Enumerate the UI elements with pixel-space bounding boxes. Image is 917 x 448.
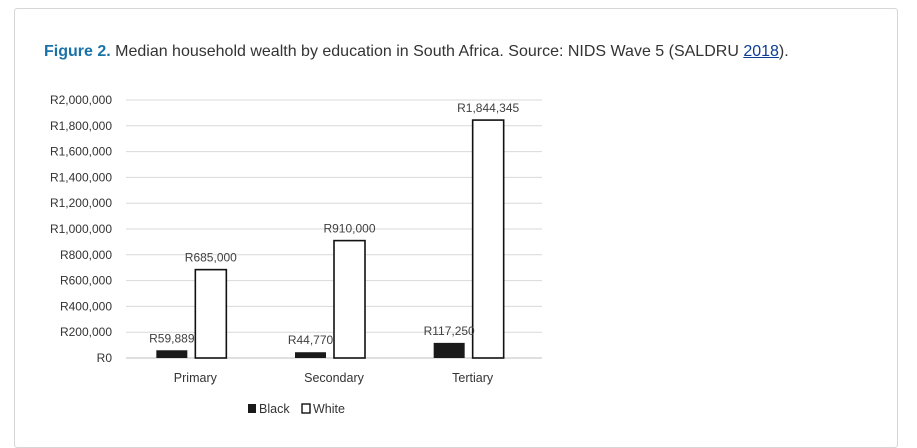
bars [156, 119, 505, 359]
bar-black-primary [156, 350, 188, 358]
legend-swatch-black [248, 404, 256, 413]
bar-black-tertiary [433, 342, 465, 358]
legend-swatch-white [301, 403, 311, 414]
data-label-white-tertiary: R1,844,345 [457, 101, 519, 115]
category-label: Secondary [304, 371, 365, 385]
data-label-white-primary: R685,000 [185, 251, 237, 265]
y-tick-label: R200,000 [60, 325, 112, 339]
legend: Black White [248, 402, 345, 416]
category-label: Primary [174, 371, 218, 385]
figure-label: Figure 2. [44, 43, 111, 60]
bar-white-primary [194, 268, 228, 359]
data-label-white-secondary: R910,000 [323, 222, 375, 236]
y-axis-tick-labels: R0 R200,000 R400,000 R600,000 R800,000 R1,000… [50, 93, 112, 365]
caption-suffix: ). [778, 43, 789, 60]
x-axis-category-labels: Primary Secondary Tertiary [174, 371, 494, 385]
y-tick-label: R800,000 [60, 248, 112, 262]
y-tick-label: R1,800,000 [50, 119, 112, 133]
legend-label-white: White [313, 402, 345, 416]
y-tick-label: R400,000 [60, 299, 112, 313]
figure-caption: Figure 2. Median household wealth by edu… [44, 43, 789, 61]
bar-chart: R0 R200,000 R400,000 R600,000 R800,000 R1,000… [50, 93, 542, 416]
bar-white-secondary [333, 239, 366, 359]
y-tick-label: R1,200,000 [50, 196, 112, 210]
y-tick-label: R1,000,000 [50, 222, 112, 236]
bar-black-secondary [295, 352, 326, 358]
bar-white-tertiary [471, 119, 505, 359]
caption-text: Median household wealth by education in … [110, 43, 744, 60]
data-label-black-primary: R59,889 [149, 331, 195, 345]
y-tick-label: R0 [97, 351, 113, 365]
y-tick-label: R2,000,000 [50, 93, 112, 107]
reference-link[interactable]: 2018 [743, 43, 779, 60]
y-tick-label: R1,400,000 [50, 170, 112, 184]
y-tick-label: R1,600,000 [50, 145, 112, 159]
data-labels: R59,889 R685,000 R44,770 R910,000 R117,250 R1… [149, 101, 519, 347]
data-label-black-secondary: R44,770 [288, 333, 334, 347]
legend-label-black: Black [259, 402, 290, 416]
data-label-black-tertiary: R117,250 [424, 324, 475, 338]
category-label: Tertiary [452, 371, 494, 385]
y-tick-label: R600,000 [60, 274, 112, 288]
figure-card [14, 8, 898, 448]
